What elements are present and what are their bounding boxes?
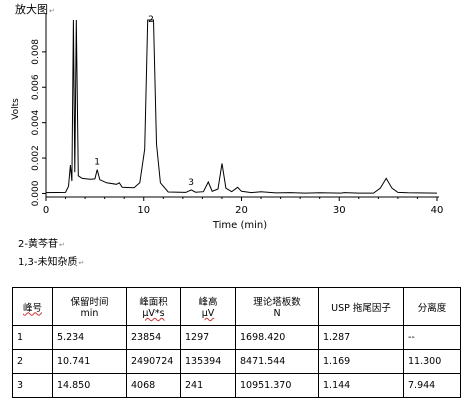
x-tick-label: 40 xyxy=(431,205,444,216)
col-header-tailing-factor: USP 拖尾因子 xyxy=(318,287,404,326)
cell-peak-no: 2 xyxy=(12,349,53,374)
chart-axes xyxy=(45,14,439,198)
note-line-1: 2-黄芩苷↵ xyxy=(18,239,65,250)
x-tick-label: 0 xyxy=(43,205,49,216)
col-header-retention-time: 保留时间 min xyxy=(52,287,127,326)
x-tick-label: 30 xyxy=(333,205,346,216)
cell-peak-height: 241 xyxy=(180,373,236,398)
y-tick-label: 0.004 xyxy=(31,110,41,136)
cell-peak-area: 4068 xyxy=(126,373,181,398)
peak-label: 1 xyxy=(94,158,100,168)
y-tick-label: 0.000 xyxy=(31,180,41,206)
table-row: 3 14.850 4068 241 10951.370 1.144 7.944 xyxy=(12,373,461,398)
x-axis-label: Time (min) xyxy=(212,220,267,231)
cell-plate-count: 8471.544 xyxy=(235,349,319,374)
cell-tailing-factor: 1.287 xyxy=(318,325,404,350)
chart-ticks: 0 10 20 30 40 0.000 0.002 0.004 0.006 0.008 xyxy=(31,39,443,216)
peak-labels: 1 3 2 xyxy=(94,15,194,188)
cell-peak-height: 1297 xyxy=(180,325,236,350)
y-tick-label: 0.008 xyxy=(31,39,41,65)
peak-label: 2 xyxy=(148,15,154,25)
col-header-peak-height: 峰高 μV xyxy=(180,287,236,326)
cell-peak-area: 2490724 xyxy=(126,349,181,374)
cell-peak-area: 23854 xyxy=(126,325,181,350)
cell-retention-time: 14.850 xyxy=(52,373,127,398)
page-heading: 放大图↵ xyxy=(15,3,55,16)
chromatogram-trace xyxy=(45,19,438,194)
results-table: 峰号 保留时间 min 峰面积 μV*s 峰高 μV 理论塔板数 N USP 拖尾因子 … xyxy=(12,287,461,398)
note-line-2: 1,3-未知杂质↵ xyxy=(18,257,85,268)
cell-peak-no: 1 xyxy=(12,325,53,350)
cell-peak-no: 3 xyxy=(12,373,53,398)
chromatogram-chart: 0 10 20 30 40 0.000 0.002 0.004 0.006 0.008 1 3 2 T… xyxy=(11,14,443,231)
col-header-peak-area: 峰面积 μV*s xyxy=(126,287,181,326)
cell-resolution: 11.300 xyxy=(403,349,461,374)
y-tick-label: 0.002 xyxy=(31,145,41,171)
table-row: 2 10.741 2490724 135394 8471.544 1.169 1… xyxy=(12,349,461,374)
x-tick-label: 20 xyxy=(235,205,248,216)
cell-tailing-factor: 1.169 xyxy=(318,349,404,374)
x-tick-label: 10 xyxy=(137,205,150,216)
cell-plate-count: 1698.420 xyxy=(235,325,319,350)
cell-retention-time: 10.741 xyxy=(52,349,127,374)
y-tick-label: 0.006 xyxy=(31,74,41,100)
cell-tailing-factor: 1.144 xyxy=(318,373,404,398)
y-axis-label: Volts xyxy=(11,98,21,120)
cell-peak-height: 135394 xyxy=(180,349,236,374)
peak-label: 3 xyxy=(188,178,194,188)
cell-plate-count: 10951.370 xyxy=(235,373,319,398)
col-header-resolution: 分离度 xyxy=(403,287,461,326)
cell-retention-time: 5.234 xyxy=(52,325,127,350)
col-header-peak-no: 峰号 xyxy=(12,287,53,326)
table-header-row: 峰号 保留时间 min 峰面积 μV*s 峰高 μV 理论塔板数 N USP 拖尾因子 … xyxy=(12,287,461,326)
cell-resolution: 7.944 xyxy=(403,373,461,398)
cell-resolution: -- xyxy=(403,325,461,350)
col-header-plate-count: 理论塔板数 N xyxy=(235,287,319,326)
table-row: 1 5.234 23854 1297 1698.420 1.287 -- xyxy=(12,325,461,350)
